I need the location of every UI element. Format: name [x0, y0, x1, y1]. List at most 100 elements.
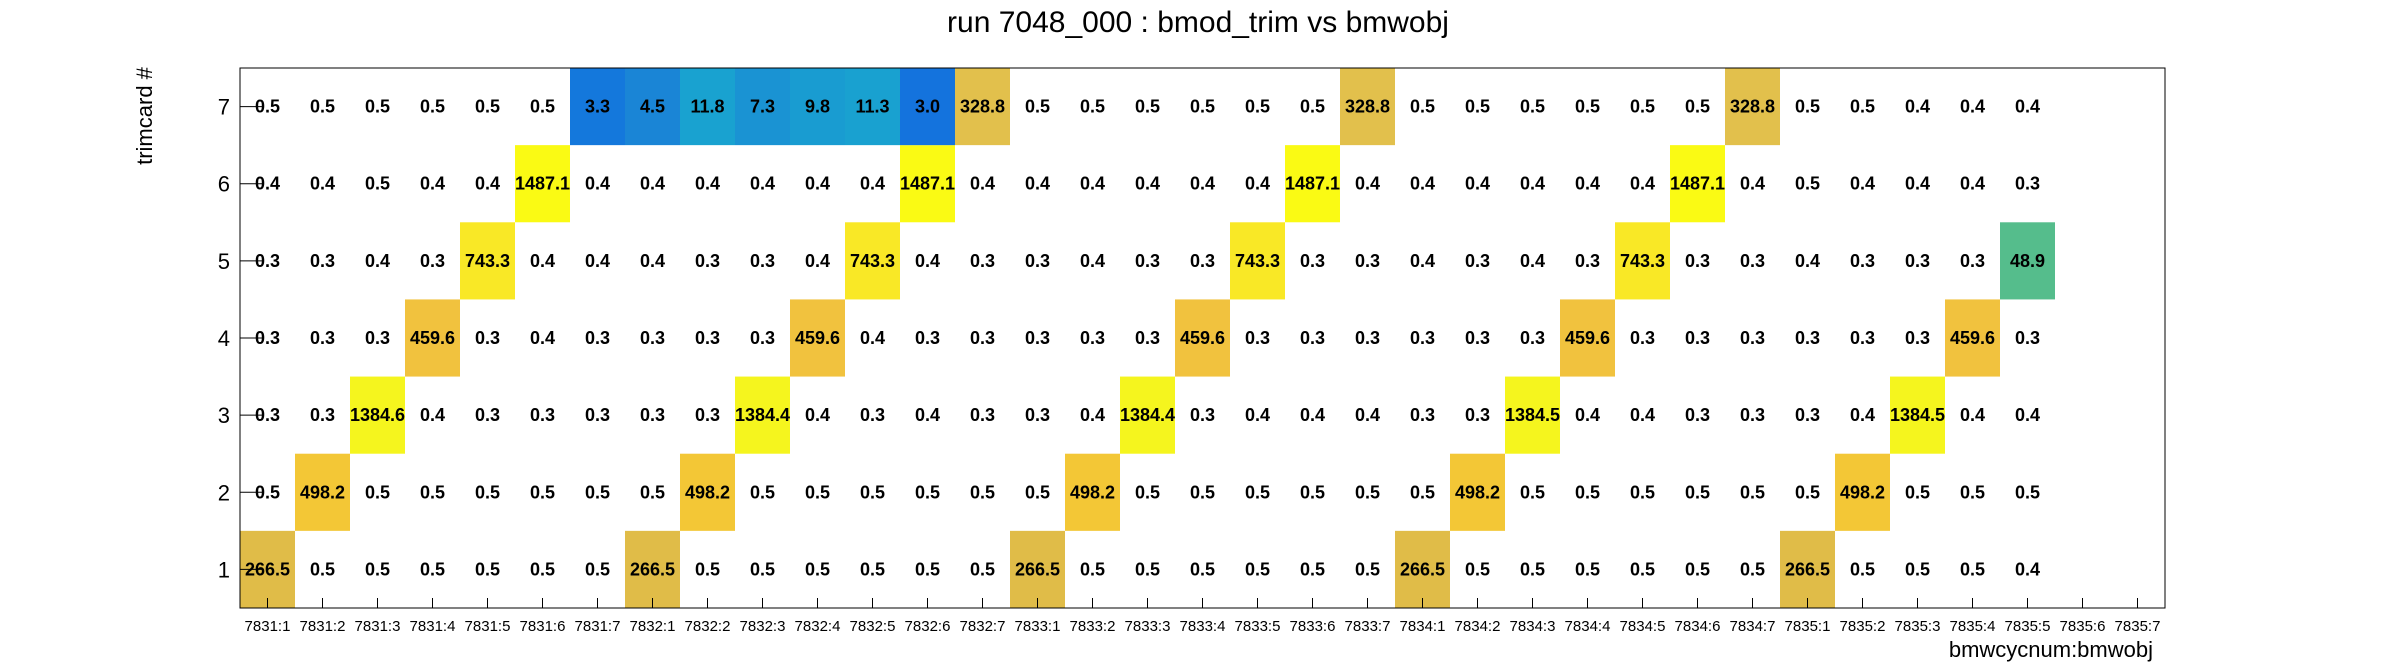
cell-value-label: 1487.1 [515, 174, 570, 194]
cell-value-label: 3.3 [585, 97, 610, 117]
cell-value-label: 0.4 [1960, 405, 1985, 425]
cell-value-label: 498.2 [1070, 482, 1115, 502]
heatmap-cell [1505, 376, 1560, 454]
cell-value-label: 0.5 [805, 482, 830, 502]
x-tick-label: 7835:5 [2005, 618, 2051, 635]
cell-value-label: 7.3 [750, 97, 775, 117]
cell-value-label: 9.8 [805, 97, 830, 117]
chart-title: run 7048_000 : bmod_trim vs bmwobj [947, 6, 1449, 39]
cell-value-label: 0.3 [1795, 328, 1820, 348]
cell-value-label: 0.5 [1795, 97, 1820, 117]
cell-value-label: 0.5 [1795, 482, 1820, 502]
cell-value-label: 0.5 [475, 559, 500, 579]
cell-value-label: 0.5 [1850, 559, 1875, 579]
cell-value-label: 0.3 [1520, 328, 1545, 348]
cell-value-label: 3.0 [915, 97, 940, 117]
x-tick-label: 7835:3 [1895, 618, 1941, 635]
heatmap-cell [1780, 530, 1835, 608]
x-tick-label: 7833:4 [1180, 618, 1226, 635]
cell-value-label: 0.5 [750, 482, 775, 502]
cell-value-label: 0.3 [1465, 328, 1490, 348]
cell-value-label: 0.3 [1025, 405, 1050, 425]
cell-value-label: 0.5 [310, 559, 335, 579]
cell-value-label: 0.3 [1410, 328, 1435, 348]
cell-value-label: 0.4 [475, 174, 500, 194]
cell-value-label: 1384.5 [1505, 405, 1560, 425]
cell-value-label: 0.5 [1740, 482, 1765, 502]
cell-value-label: 0.4 [1630, 405, 1655, 425]
cell-value-label: 0.5 [1575, 482, 1600, 502]
cell-value-label: 0.3 [1795, 405, 1820, 425]
cell-value-label: 0.5 [1850, 97, 1875, 117]
cell-value-label: 0.4 [1850, 405, 1875, 425]
cell-value-label: 0.5 [530, 482, 555, 502]
cell-value-label: 0.3 [2015, 174, 2040, 194]
x-tick-label: 7831:7 [575, 618, 621, 635]
cell-value-label: 0.3 [1135, 251, 1160, 271]
cell-value-label: 0.4 [1135, 174, 1160, 194]
x-tick-label: 7833:7 [1345, 618, 1391, 635]
cell-value-label: 0.5 [1685, 482, 1710, 502]
cell-value-label: 0.5 [1135, 97, 1160, 117]
cell-value-label: 0.4 [1025, 174, 1050, 194]
x-tick-label: 7831:1 [245, 618, 291, 635]
cell-value-label: 498.2 [1455, 482, 1500, 502]
y-tick-label: 3 [218, 403, 230, 428]
cell-value-label: 0.4 [1630, 174, 1655, 194]
cell-value-label: 0.5 [915, 559, 940, 579]
cell-value-label: 11.8 [690, 97, 724, 117]
cell-value-label: 459.6 [1565, 328, 1610, 348]
cell-value-label: 0.5 [420, 559, 445, 579]
cell-value-label: 0.5 [1190, 97, 1215, 117]
cell-value-label: 0.5 [1025, 482, 1050, 502]
cell-value-label: 11.3 [855, 97, 889, 117]
x-tick-label: 7832:5 [850, 618, 896, 635]
x-tick-label: 7835:1 [1785, 618, 1831, 635]
cell-value-label: 0.3 [1740, 328, 1765, 348]
cell-value-label: 0.5 [750, 559, 775, 579]
cell-value-label: 0.4 [860, 328, 885, 348]
heatmap-cell [1120, 376, 1175, 454]
cell-value-label: 0.3 [530, 405, 555, 425]
cell-value-label: 0.3 [1685, 405, 1710, 425]
cell-value-label: 0.5 [1465, 97, 1490, 117]
cell-value-label: 0.5 [640, 482, 665, 502]
cell-value-label: 0.3 [1685, 328, 1710, 348]
x-tick-label: 7834:6 [1675, 618, 1721, 635]
cell-value-label: 0.5 [585, 482, 610, 502]
cell-value-label: 0.3 [365, 328, 390, 348]
cell-value-label: 0.3 [1410, 405, 1435, 425]
cell-value-label: 0.5 [1905, 482, 1930, 502]
axes: 1 2 3 4 5 6 7 7831:1 7831:2 7831:3 7831:4 7831:5 783… [218, 95, 2161, 635]
heatmap-cell [515, 145, 570, 223]
heatmap-cell [1010, 530, 1065, 608]
y-tick-label: 1 [218, 557, 230, 582]
cell-value-label: 1384.4 [1120, 405, 1175, 425]
cell-value-label: 0.5 [530, 97, 555, 117]
cell-value-label: 0.3 [1850, 328, 1875, 348]
x-tick-label: 7833:2 [1070, 618, 1116, 635]
cell-value-label: 0.5 [805, 559, 830, 579]
heatmap-cell [900, 145, 955, 223]
cell-value-label: 0.5 [1080, 559, 1105, 579]
cell-value-label: 0.5 [420, 97, 445, 117]
cell-value-label: 0.5 [255, 482, 280, 502]
cell-value-label: 0.3 [1960, 251, 1985, 271]
cell-value-label: 0.3 [1300, 251, 1325, 271]
heatmap-cell [955, 68, 1010, 146]
cell-value-label: 0.3 [970, 328, 995, 348]
x-tick-label: 7832:2 [685, 618, 731, 635]
cell-value-label: 0.4 [585, 251, 610, 271]
cell-value-label: 0.5 [1575, 97, 1600, 117]
cell-value-label: 0.3 [310, 251, 335, 271]
cell-value-label: 0.3 [1355, 251, 1380, 271]
cell-value-label: 0.4 [860, 174, 885, 194]
y-axis-title: trimcard # [132, 66, 157, 165]
cell-value-label: 0.5 [970, 482, 995, 502]
cell-value-label: 0.5 [1025, 97, 1050, 117]
cell-value-label: 0.5 [1245, 559, 1270, 579]
cell-value-label: 0.4 [915, 405, 940, 425]
cell-value-label: 0.3 [640, 405, 665, 425]
cell-value-label: 0.3 [1905, 251, 1930, 271]
